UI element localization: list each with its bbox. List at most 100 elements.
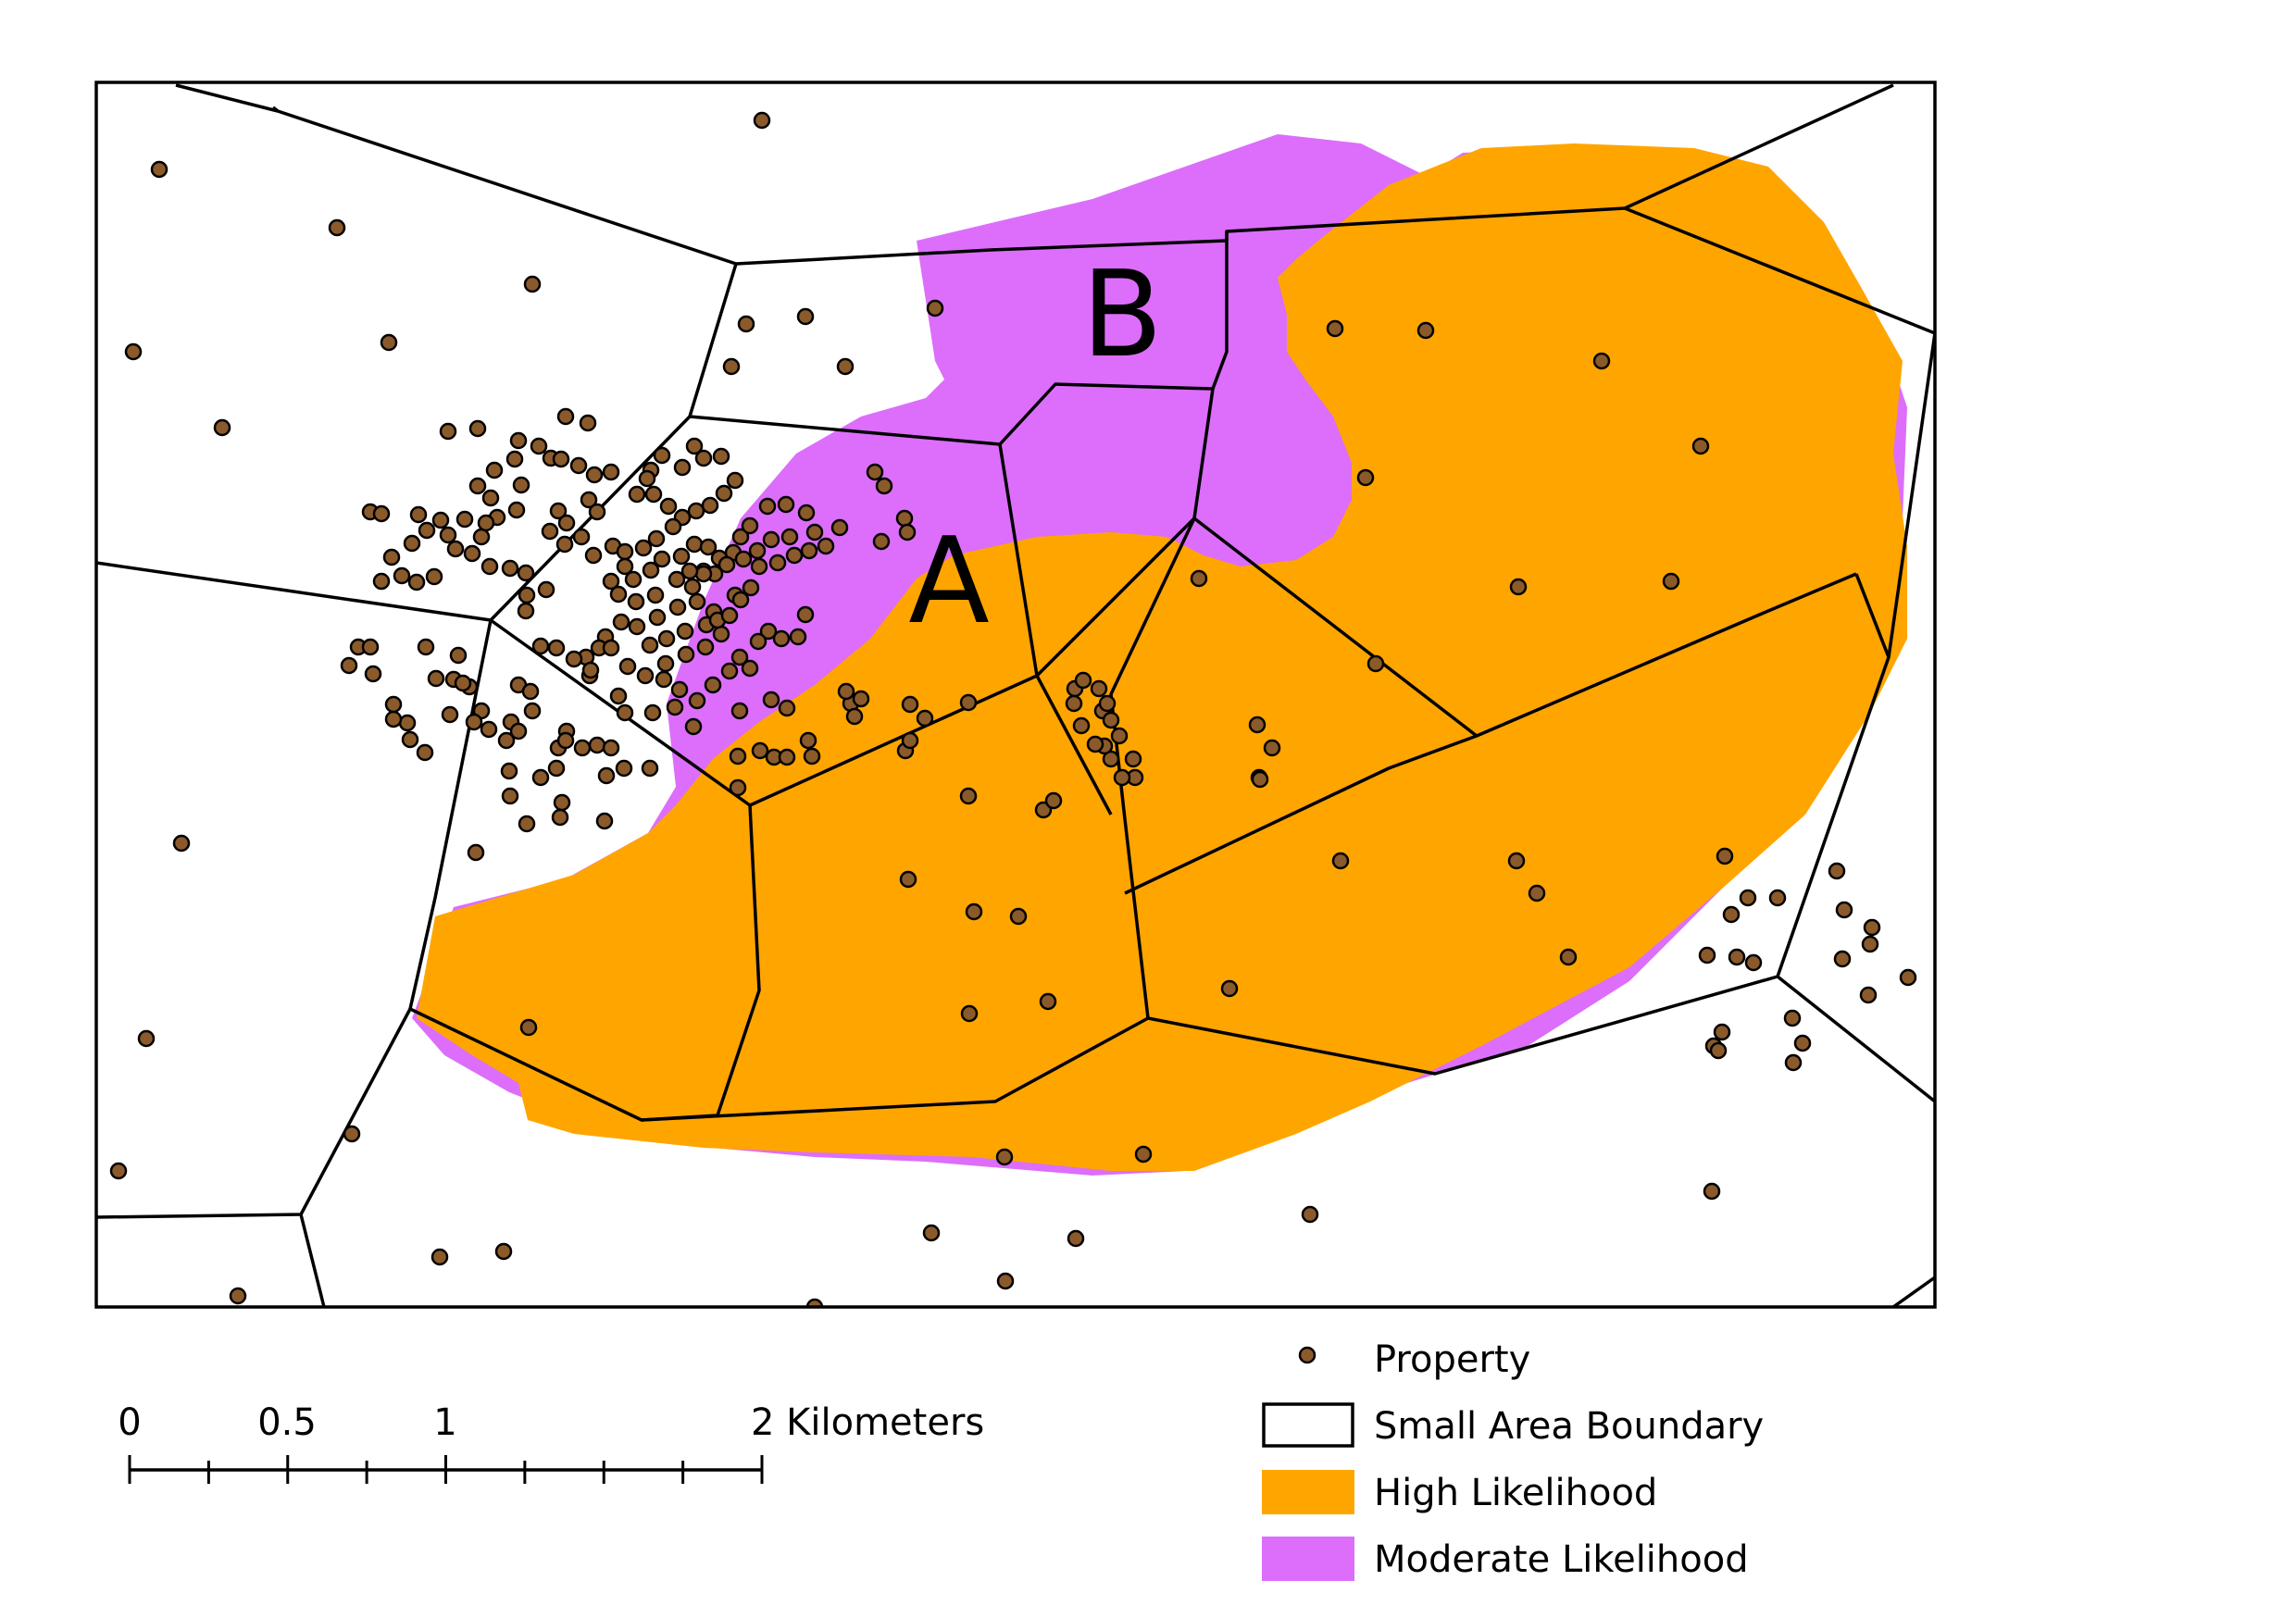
property-point — [734, 550, 753, 568]
property-point — [1592, 352, 1611, 370]
property-point — [609, 687, 628, 705]
property-point — [497, 731, 516, 750]
property-point — [1074, 671, 1092, 690]
property-point — [609, 585, 628, 604]
property-point — [664, 517, 682, 536]
property-point — [634, 539, 653, 557]
property-point — [616, 557, 634, 576]
property-point — [722, 357, 741, 376]
property-point — [616, 703, 634, 722]
property-point — [1044, 791, 1063, 810]
property-point — [1220, 979, 1239, 998]
property-point — [672, 547, 691, 566]
property-point — [676, 622, 694, 641]
property-point — [642, 561, 660, 579]
property-point — [439, 526, 457, 544]
property-point — [602, 463, 620, 481]
property-point — [1713, 1023, 1731, 1041]
property-point — [518, 815, 536, 833]
scale-label-1: 1 — [433, 1401, 456, 1444]
property-point — [796, 605, 815, 624]
property-point — [922, 1224, 941, 1242]
property-point — [1509, 578, 1528, 596]
property-point — [1065, 694, 1083, 713]
high-likelihood-swatch — [1262, 1470, 1354, 1514]
property-point — [741, 517, 759, 535]
property-point — [636, 666, 655, 685]
property-point — [509, 722, 528, 741]
property-point — [439, 422, 457, 441]
property-point — [737, 315, 755, 333]
property-point — [670, 680, 689, 699]
property-point — [797, 504, 816, 522]
property-point — [1662, 572, 1680, 591]
property-point — [926, 299, 944, 317]
property-point — [1356, 468, 1375, 487]
property-point — [372, 504, 391, 523]
property-point — [655, 670, 673, 689]
property-point — [1331, 852, 1350, 870]
property-point — [1716, 847, 1734, 865]
property-point — [668, 570, 686, 589]
property-point — [172, 834, 191, 853]
property-point — [380, 333, 398, 352]
property-point — [1784, 1053, 1803, 1072]
property-point — [1110, 727, 1129, 745]
property-point — [530, 437, 548, 455]
property-point — [759, 622, 778, 641]
property-point — [588, 503, 606, 521]
property-point — [730, 702, 749, 720]
property-point — [1698, 946, 1716, 965]
property-point — [580, 491, 598, 509]
property-point — [805, 523, 824, 541]
property-point — [898, 523, 917, 541]
property-point — [425, 567, 443, 586]
scale-bar: 0 0.5 1 2 Kilometers — [118, 1401, 984, 1484]
property-point — [595, 812, 614, 830]
property-point — [403, 534, 421, 553]
property-point — [517, 564, 535, 582]
property-point — [407, 573, 426, 591]
scale-ticks — [128, 1455, 764, 1484]
property-point — [618, 657, 637, 676]
legend: Property Small Area Boundary High Likeli… — [1262, 1338, 1764, 1581]
property-point — [789, 628, 807, 646]
property-point — [467, 843, 485, 862]
property-point — [430, 1248, 449, 1266]
property-point — [531, 768, 550, 787]
property-point — [960, 1004, 979, 1023]
property-point — [401, 730, 419, 749]
property-point — [694, 449, 713, 467]
property-point — [715, 484, 733, 503]
property-point — [726, 471, 744, 490]
property-symbol — [1298, 1346, 1316, 1364]
property-point — [472, 528, 491, 546]
property-point — [749, 632, 767, 651]
property-point — [753, 111, 771, 130]
property-point — [446, 540, 465, 558]
property-point — [641, 759, 659, 778]
property-point — [229, 1287, 247, 1305]
property-point — [1744, 953, 1763, 972]
legend-label-boundary: Small Area Boundary — [1374, 1405, 1764, 1448]
property-point — [1072, 716, 1091, 735]
property-point — [343, 1125, 361, 1143]
property-point — [805, 1298, 824, 1307]
property-point — [427, 669, 445, 688]
property-point — [398, 714, 417, 732]
property-point — [1835, 901, 1853, 919]
property-point — [1709, 1041, 1728, 1060]
property-point — [615, 759, 633, 778]
property-point — [449, 646, 468, 665]
property-point — [588, 736, 606, 754]
property-point — [1113, 768, 1131, 787]
property-point — [712, 447, 730, 466]
property-point — [531, 637, 550, 655]
property-point — [704, 676, 722, 694]
property-point — [778, 748, 796, 766]
property-point — [1263, 739, 1281, 757]
property-point — [901, 695, 919, 714]
property-point — [688, 691, 706, 710]
property-point — [602, 572, 620, 591]
property-point — [1326, 319, 1344, 338]
